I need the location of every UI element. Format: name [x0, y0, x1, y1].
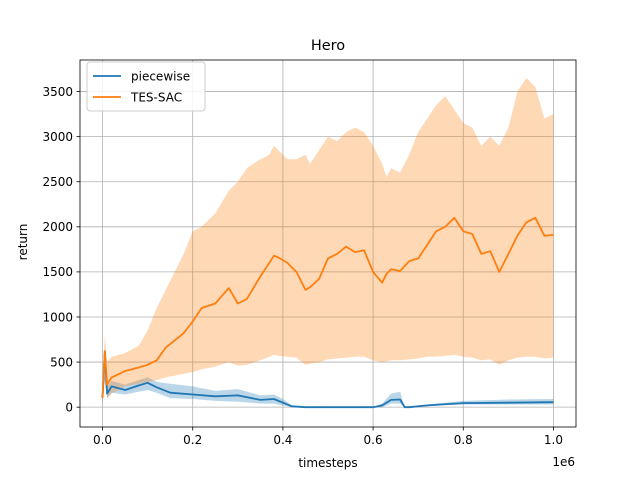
y-tick-label: 3000	[42, 130, 73, 144]
x-tick-label: 1.0	[544, 433, 563, 447]
x-tick-label: 0.4	[273, 433, 292, 447]
y-tick-label: 0	[65, 400, 73, 414]
x-tick-label: 0.0	[93, 433, 112, 447]
band-piecewise	[102, 348, 554, 408]
band-tes-sac	[102, 78, 554, 403]
legend-box	[86, 61, 206, 112]
legend-label-tes-sac: TES-SAC	[130, 91, 182, 105]
x-tick-label: 0.8	[454, 433, 473, 447]
x-axis-offset-label: 1e6	[552, 455, 575, 469]
line-piecewise	[101, 350, 554, 409]
y-axis: 0 500 1000 1500 2000 2500 3000 3500	[42, 85, 80, 414]
y-axis-label: return	[16, 224, 30, 261]
line-tes-sac	[101, 216, 554, 399]
x-tick-label: 0.6	[364, 433, 383, 447]
legend: piecewise TES-SAC	[86, 61, 206, 112]
x-axis-label: timesteps	[298, 456, 357, 470]
y-tick-label: 1000	[42, 310, 73, 324]
series-lines	[101, 216, 554, 409]
y-tick-label: 3500	[42, 85, 73, 99]
plot-frame	[79, 59, 577, 428]
chart-title: Hero	[311, 38, 345, 54]
y-tick-label: 500	[50, 355, 73, 369]
x-axis: 0.0 0.2 0.4 0.6 0.8 1.0	[93, 427, 563, 447]
grid-lines	[80, 60, 576, 427]
legend-label-piecewise: piecewise	[131, 70, 190, 84]
confidence-bands	[102, 78, 554, 408]
y-tick-label: 2000	[42, 220, 73, 234]
y-tick-label: 1500	[42, 265, 73, 279]
y-tick-label: 2500	[42, 175, 73, 189]
x-tick-label: 0.2	[183, 433, 202, 447]
